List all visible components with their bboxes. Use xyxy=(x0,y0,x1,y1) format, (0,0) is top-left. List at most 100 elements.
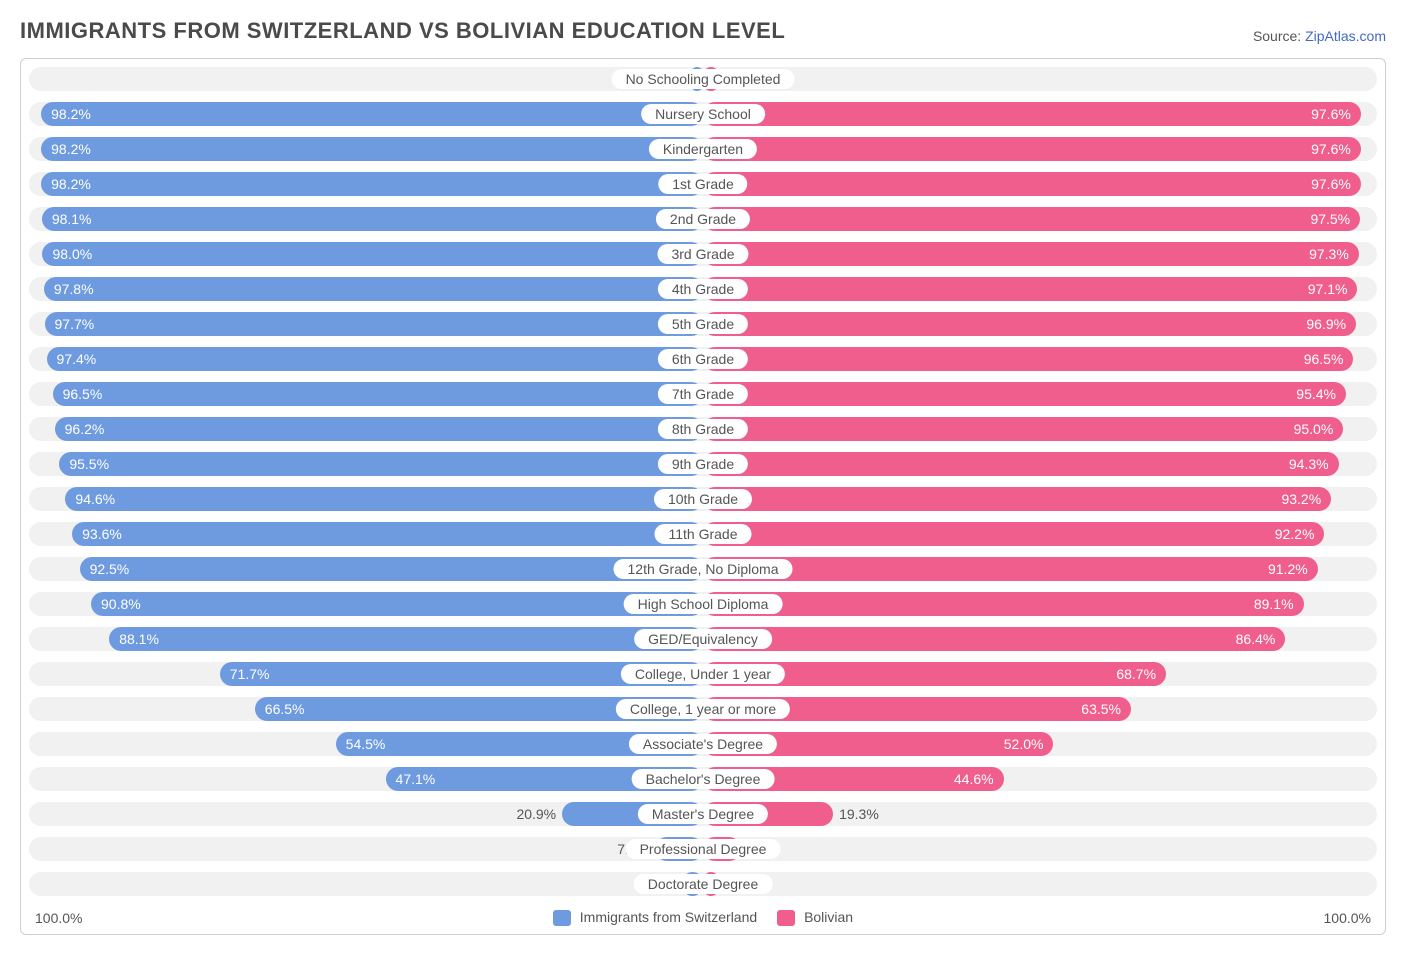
bar-right xyxy=(703,172,1361,196)
value-right: 97.6% xyxy=(1311,172,1351,196)
value-left: 97.7% xyxy=(55,312,95,336)
value-left: 20.9% xyxy=(516,802,556,826)
bar-right xyxy=(703,347,1353,371)
chart-row: 97.8%97.1%4th Grade xyxy=(29,277,1377,301)
value-right: 95.4% xyxy=(1296,382,1336,406)
chart-row: 94.6%93.2%10th Grade xyxy=(29,487,1377,511)
bar-left xyxy=(41,102,703,126)
chart-row: 1.8%2.4%No Schooling Completed xyxy=(29,67,1377,91)
category-label: 11th Grade xyxy=(654,524,751,544)
value-left: 98.2% xyxy=(51,102,91,126)
category-label: 2nd Grade xyxy=(656,209,750,229)
bar-right xyxy=(703,137,1361,161)
value-right: 93.2% xyxy=(1281,487,1321,511)
value-right: 68.7% xyxy=(1116,662,1156,686)
category-label: High School Diploma xyxy=(624,594,783,614)
value-right: 63.5% xyxy=(1081,697,1121,721)
chart-title: IMMIGRANTS FROM SWITZERLAND VS BOLIVIAN … xyxy=(20,18,785,44)
chart-row: 97.4%96.5%6th Grade xyxy=(29,347,1377,371)
bar-left xyxy=(59,452,703,476)
value-right: 91.2% xyxy=(1268,557,1308,581)
value-right: 96.9% xyxy=(1306,312,1346,336)
category-label: College, 1 year or more xyxy=(616,699,790,719)
category-label: 7th Grade xyxy=(658,384,748,404)
value-left: 92.5% xyxy=(90,557,130,581)
value-left: 93.6% xyxy=(82,522,122,546)
source-label: Source: xyxy=(1253,28,1301,44)
category-label: GED/Equivalency xyxy=(634,629,772,649)
chart-row: 98.2%97.6%Nursery School xyxy=(29,102,1377,126)
value-left: 54.5% xyxy=(346,732,386,756)
value-left: 98.1% xyxy=(52,207,92,231)
bar-right xyxy=(703,522,1324,546)
chart-row: 7.1%5.6%Professional Degree xyxy=(29,837,1377,861)
source-link[interactable]: ZipAtlas.com xyxy=(1305,28,1386,44)
value-right: 96.5% xyxy=(1304,347,1344,371)
value-right: 97.1% xyxy=(1308,277,1348,301)
bar-right xyxy=(703,242,1359,266)
chart-row: 98.0% 97.3% 3rd Grade xyxy=(29,242,1377,266)
chart-row: 88.1%86.4%GED/Equivalency xyxy=(29,627,1377,651)
bar-right xyxy=(703,487,1331,511)
chart-row: 66.5%63.5%College, 1 year or more xyxy=(29,697,1377,721)
diverging-bar-chart: 1.8%2.4%No Schooling Completed98.2%97.6%… xyxy=(20,58,1386,935)
bar-right xyxy=(703,277,1357,301)
chart-row: 97.7%96.9%5th Grade xyxy=(29,312,1377,336)
bar-left xyxy=(47,347,703,371)
chart-row: 93.6% 92.2% 11th Grade xyxy=(29,522,1377,546)
bar-left xyxy=(91,592,703,616)
value-right: 89.1% xyxy=(1254,592,1294,616)
value-right: 92.2% xyxy=(1275,522,1315,546)
category-label: Professional Degree xyxy=(626,839,781,859)
bar-left xyxy=(44,277,703,301)
value-right: 97.3% xyxy=(1309,242,1349,266)
chart-row: 71.7%68.7%College, Under 1 year xyxy=(29,662,1377,686)
legend-item-left: Immigrants from Switzerland xyxy=(553,909,757,926)
bar-left xyxy=(53,382,703,406)
chart-row: 90.8%89.1%High School Diploma xyxy=(29,592,1377,616)
category-label: Doctorate Degree xyxy=(634,874,773,894)
chart-row: 98.1% 97.5% 2nd Grade xyxy=(29,207,1377,231)
legend-swatch-left xyxy=(553,910,571,926)
value-left: 96.2% xyxy=(65,417,105,441)
axis-right-max: 100.0% xyxy=(1324,910,1371,926)
legend-label-right: Bolivian xyxy=(804,909,853,925)
value-right: 86.4% xyxy=(1236,627,1276,651)
bar-right xyxy=(703,557,1318,581)
value-left: 95.5% xyxy=(69,452,109,476)
legend-item-right: Bolivian xyxy=(777,909,853,926)
legend: Immigrants from Switzerland Bolivian xyxy=(553,909,853,926)
value-left: 98.2% xyxy=(51,172,91,196)
value-right: 52.0% xyxy=(1004,732,1044,756)
bar-left xyxy=(41,172,703,196)
value-left: 98.2% xyxy=(51,137,91,161)
bar-right xyxy=(703,382,1346,406)
category-label: 1st Grade xyxy=(658,174,747,194)
chart-row: 47.1%44.6%Bachelor's Degree xyxy=(29,767,1377,791)
axis-legend-row: 100.0% Immigrants from Switzerland Boliv… xyxy=(29,907,1377,930)
value-left: 47.1% xyxy=(396,767,436,791)
category-label: 9th Grade xyxy=(658,454,748,474)
value-left: 94.6% xyxy=(75,487,115,511)
source-attribution: Source: ZipAtlas.com xyxy=(1253,28,1386,44)
bar-right xyxy=(703,417,1343,441)
axis-left-max: 100.0% xyxy=(35,910,82,926)
value-right: 95.0% xyxy=(1294,417,1334,441)
value-left: 71.7% xyxy=(230,662,270,686)
category-label: 3rd Grade xyxy=(657,244,748,264)
value-right: 97.6% xyxy=(1311,137,1351,161)
value-left: 98.0% xyxy=(52,242,92,266)
bar-right xyxy=(703,207,1360,231)
bar-left xyxy=(109,627,703,651)
value-left: 96.5% xyxy=(63,382,103,406)
chart-row: 96.5% 95.4% 7th Grade xyxy=(29,382,1377,406)
bar-left xyxy=(72,522,703,546)
value-right: 44.6% xyxy=(954,767,994,791)
bar-left xyxy=(55,417,703,441)
chart-row: 3.1%2.4%Doctorate Degree xyxy=(29,872,1377,896)
bar-right xyxy=(703,102,1361,126)
category-label: Kindergarten xyxy=(649,139,757,159)
bar-left xyxy=(65,487,703,511)
value-right: 97.5% xyxy=(1310,207,1350,231)
category-label: 8th Grade xyxy=(658,419,748,439)
